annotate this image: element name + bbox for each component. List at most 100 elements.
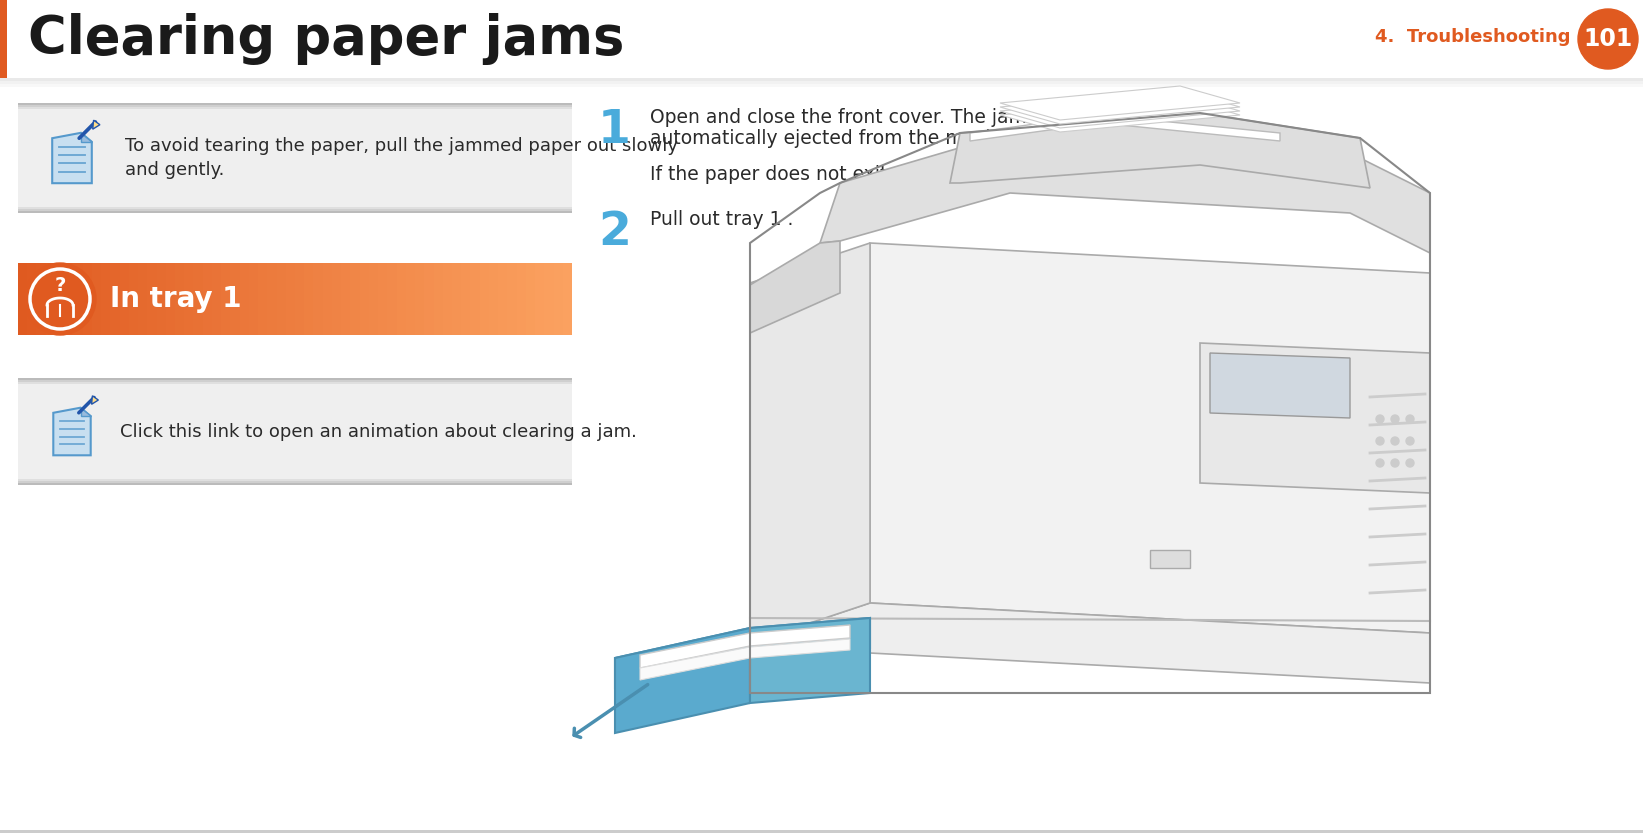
Bar (424, 263, 434, 335)
Polygon shape (53, 132, 92, 183)
Bar (18, 483, 572, 485)
Circle shape (1375, 459, 1383, 467)
Bar (470, 263, 480, 335)
Bar (18, 479, 572, 481)
Polygon shape (1001, 90, 1240, 124)
Bar (230, 263, 240, 335)
Bar (516, 263, 526, 335)
Bar (276, 263, 286, 335)
Bar (222, 263, 230, 335)
Bar (406, 263, 416, 335)
Circle shape (1406, 415, 1415, 423)
Polygon shape (1199, 343, 1429, 493)
Circle shape (1392, 437, 1398, 445)
Bar (18, 378, 572, 380)
Bar (54, 263, 64, 335)
Bar (0, 78, 1643, 81)
Text: automatically ejected from the machine.: automatically ejected from the machine. (651, 129, 1032, 148)
Bar (0, 84, 1643, 87)
Text: and gently.: and gently. (125, 161, 225, 179)
Polygon shape (81, 132, 92, 142)
Bar (1150, 550, 1190, 568)
Bar (18, 382, 572, 384)
Polygon shape (749, 618, 871, 703)
Circle shape (1577, 9, 1638, 69)
Bar (554, 263, 564, 335)
Bar (0, 81, 1643, 84)
Bar (378, 263, 388, 335)
Bar (102, 263, 110, 335)
Bar (370, 263, 378, 335)
Bar (18, 481, 572, 483)
Bar (166, 263, 174, 335)
Bar (184, 263, 194, 335)
Bar (194, 263, 202, 335)
Text: To avoid tearing the paper, pull the jammed paper out slowly: To avoid tearing the paper, pull the jam… (125, 137, 679, 155)
Text: Open and close the front cover. The jammed paper is: Open and close the front cover. The jamm… (651, 108, 1150, 127)
Bar (0, 0, 7, 78)
Bar (18, 380, 572, 382)
Polygon shape (1209, 353, 1351, 418)
Bar (18, 107, 572, 109)
Bar (64, 263, 74, 335)
Bar (442, 263, 452, 335)
Bar (138, 263, 148, 335)
Polygon shape (53, 407, 90, 456)
Bar (92, 263, 102, 335)
Polygon shape (871, 243, 1429, 633)
Circle shape (1392, 459, 1398, 467)
Bar (248, 263, 258, 335)
Bar (0, 830, 1643, 833)
Circle shape (1375, 437, 1383, 445)
Bar (156, 263, 166, 335)
Bar (480, 263, 490, 335)
Text: Click this link to open an animation about clearing a jam.: Click this link to open an animation abo… (120, 422, 637, 441)
Text: Pull out tray 1 .: Pull out tray 1 . (651, 210, 794, 229)
Polygon shape (1001, 94, 1240, 128)
Text: ?: ? (54, 276, 66, 295)
Polygon shape (749, 243, 871, 643)
Circle shape (25, 263, 95, 335)
Bar (174, 263, 184, 335)
Bar (350, 263, 360, 335)
Circle shape (1392, 415, 1398, 423)
Bar (416, 263, 424, 335)
Bar (120, 263, 128, 335)
Polygon shape (969, 115, 1280, 141)
Polygon shape (614, 628, 749, 733)
Polygon shape (1001, 86, 1240, 120)
Bar (508, 263, 516, 335)
Bar (526, 263, 536, 335)
Bar (258, 263, 268, 335)
Bar (536, 263, 544, 335)
Bar (342, 263, 350, 335)
Bar (212, 263, 222, 335)
Bar (202, 263, 212, 335)
Bar (286, 263, 296, 335)
Bar (18, 103, 572, 105)
Polygon shape (641, 639, 849, 680)
Text: 101: 101 (1584, 27, 1633, 51)
Bar (18, 103, 572, 213)
Bar (28, 263, 36, 335)
Circle shape (1406, 437, 1415, 445)
Bar (36, 263, 46, 335)
Polygon shape (820, 133, 1429, 253)
Bar (396, 263, 406, 335)
Bar (110, 263, 120, 335)
Polygon shape (92, 396, 99, 404)
Bar (82, 263, 92, 335)
Bar (304, 263, 314, 335)
Circle shape (1375, 415, 1383, 423)
Bar (490, 263, 498, 335)
Polygon shape (950, 113, 1370, 188)
Bar (18, 211, 572, 213)
Polygon shape (749, 241, 840, 333)
Bar (0, 0, 1643, 78)
Bar (544, 263, 554, 335)
Bar (434, 263, 442, 335)
Text: If the paper does not exit, go to the next step.: If the paper does not exit, go to the ne… (651, 165, 1084, 184)
Polygon shape (92, 120, 100, 129)
Bar (148, 263, 156, 335)
Bar (332, 263, 342, 335)
